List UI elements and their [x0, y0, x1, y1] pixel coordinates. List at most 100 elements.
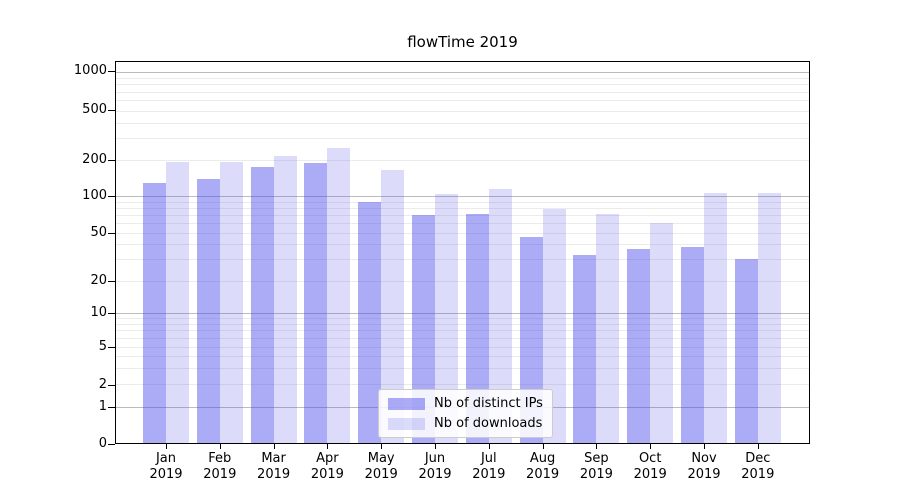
- x-tick-label: Apr 2019: [299, 451, 355, 483]
- gridline-minor: [116, 355, 809, 357]
- x-tick-label-month: May: [367, 451, 395, 466]
- y-tick-label: 50: [90, 224, 107, 240]
- gridline-minor: [116, 201, 809, 203]
- gridline-major: [116, 71, 809, 73]
- y-tick-label: 5: [98, 339, 107, 355]
- x-tick-label: Oct 2019: [622, 451, 678, 483]
- bar-distinct-ips-apr: [304, 162, 328, 443]
- gridline-minor: [116, 330, 809, 332]
- bar-downloads-jul: [488, 189, 512, 443]
- x-tick-label: Aug 2019: [515, 451, 571, 483]
- bar-downloads-feb: [219, 161, 243, 443]
- x-tick-label-month: Jul: [480, 451, 497, 466]
- bar-downloads-dec: [757, 192, 781, 443]
- x-tick: [273, 444, 275, 449]
- x-tick: [650, 444, 652, 449]
- bar-distinct-ips-sep: [573, 254, 597, 443]
- gridline-minor: [116, 223, 809, 225]
- x-tick-label-month: Feb: [208, 451, 232, 466]
- gridline-minor: [116, 323, 809, 325]
- x-tick-label-month: Oct: [638, 451, 662, 466]
- gridline-major: [116, 312, 809, 314]
- y-tick-label: 1: [98, 399, 107, 415]
- bar-downloads-jan: [166, 161, 189, 443]
- y-tick-label: 500: [82, 102, 107, 117]
- x-tick: [596, 444, 598, 449]
- gridline-minor: [116, 384, 809, 386]
- x-tick-label: Jun 2019: [407, 451, 463, 483]
- bar-distinct-ips-dec: [734, 259, 758, 443]
- x-tick-label: Mar 2019: [246, 451, 302, 483]
- x-tick-label: Feb 2019: [192, 451, 248, 483]
- x-tick-label: Jul 2019: [461, 451, 517, 483]
- x-tick-label: Nov 2019: [676, 451, 732, 483]
- bar-downloads-oct: [650, 223, 674, 443]
- gridline-major: [116, 196, 809, 198]
- bar-downloads-aug: [542, 209, 566, 443]
- bar-distinct-ips-nov: [681, 247, 704, 443]
- legend-swatch-distinct-ips: [388, 397, 425, 410]
- x-tick: [757, 444, 759, 449]
- gridline-minor: [116, 244, 809, 246]
- x-tick-label-month: Dec: [745, 451, 771, 466]
- x-tick-label-year: 2019: [310, 467, 344, 482]
- bar-distinct-ips-may: [358, 202, 382, 443]
- x-tick-label-year: 2019: [257, 467, 291, 482]
- y-tick-label: 20: [90, 272, 107, 288]
- bar-distinct-ips-jun: [412, 215, 435, 443]
- gridline-minor: [116, 280, 809, 282]
- x-tick-label-month: Sep: [584, 451, 609, 466]
- gridline-minor: [116, 259, 809, 261]
- gridline-minor: [116, 215, 809, 217]
- x-tick-label-month: Jun: [424, 451, 446, 466]
- gridline-minor: [116, 232, 809, 234]
- bar-downloads-sep: [596, 213, 620, 443]
- gridline-minor: [116, 208, 809, 210]
- gridline-minor: [116, 318, 809, 320]
- bar-distinct-ips-jan: [143, 182, 166, 443]
- y-tick: [108, 444, 115, 445]
- x-tick: [327, 444, 329, 449]
- bar-distinct-ips-mar: [250, 167, 274, 443]
- chart-title: flowTime 2019: [407, 33, 518, 51]
- y-tick-label: 200: [82, 152, 107, 167]
- y-tick-label: 10: [90, 305, 107, 321]
- x-tick-label-month: Mar: [261, 451, 286, 466]
- y-tick: [108, 232, 115, 234]
- legend-label-distinct-ips: Nb of distinct IPs: [434, 396, 543, 411]
- y-tick-label: 100: [82, 188, 107, 203]
- bar-downloads-may: [381, 169, 405, 443]
- bar-distinct-ips-jul: [465, 213, 489, 443]
- x-tick: [704, 444, 705, 449]
- y-tick-label: 0: [98, 436, 107, 451]
- legend-swatch-downloads: [388, 417, 425, 430]
- y-tick: [108, 407, 115, 409]
- y-tick-label: 2: [98, 377, 107, 392]
- bar-distinct-ips-feb: [196, 178, 220, 443]
- x-tick-label-year: 2019: [472, 467, 506, 482]
- y-tick: [108, 160, 115, 161]
- gridline-minor: [116, 110, 809, 112]
- x-tick-label-year: 2019: [526, 467, 560, 482]
- x-tick-label: May 2019: [353, 451, 409, 483]
- y-tick: [108, 385, 115, 386]
- gridline-minor: [116, 367, 809, 369]
- legend-label-downloads: Nb of downloads: [434, 416, 543, 431]
- y-tick: [108, 280, 115, 282]
- gridline-minor: [116, 160, 809, 162]
- x-tick-label-year: 2019: [149, 467, 183, 482]
- gridline-minor: [116, 77, 809, 79]
- y-tick: [108, 110, 115, 111]
- x-tick-label: Jan 2019: [138, 451, 194, 483]
- plot-area: [115, 61, 810, 444]
- legend: Nb of distinct IPs Nb of downloads: [378, 389, 553, 438]
- x-tick: [166, 444, 167, 449]
- gridline-minor: [116, 337, 809, 339]
- bar-distinct-ips-oct: [627, 248, 651, 443]
- y-tick-label: 1000: [73, 62, 107, 78]
- gridline-minor: [116, 100, 809, 102]
- legend-item-downloads: Nb of downloads: [388, 416, 543, 431]
- bar-downloads-mar: [273, 155, 297, 443]
- x-tick: [488, 444, 490, 449]
